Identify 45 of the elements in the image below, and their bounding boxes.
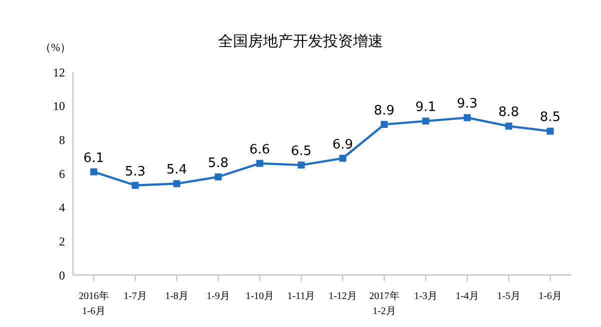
- data-label: 6.5: [290, 144, 312, 160]
- data-label: 6.9: [332, 137, 354, 152]
- data-label: 8.9: [374, 103, 395, 118]
- data-label: 5.3: [124, 164, 146, 180]
- point: [298, 162, 305, 169]
- data-label: 8.8: [498, 105, 520, 120]
- point: [90, 168, 98, 176]
- x-tick-label: 2016年 1-6月: [78, 290, 109, 317]
- x-tick-label: 1-3月: [414, 291, 438, 302]
- y-tick-label: 2: [59, 234, 65, 248]
- point: [339, 154, 346, 162]
- data-label: 6.6: [249, 142, 270, 158]
- data-label: 6.1: [83, 150, 104, 166]
- x-tick-label: 1-7月: [124, 291, 147, 302]
- data-label: 9.3: [456, 96, 478, 112]
- point: [256, 160, 264, 167]
- y-tick-label: 8: [59, 132, 65, 147]
- data-label: 5.8: [208, 156, 229, 171]
- x-tick-label: 2017年 1-2月: [369, 290, 400, 317]
- x-tick-label: 1-12月: [328, 291, 357, 302]
- y-axis-title: （%）: [40, 41, 72, 55]
- x-tick-label: 1-11月: [287, 291, 316, 302]
- point: [214, 173, 222, 180]
- y-tick-label: 10: [53, 99, 65, 114]
- data-label: 5.4: [166, 162, 188, 178]
- data-label: 9.1: [415, 100, 436, 116]
- point: [132, 182, 139, 189]
- point: [422, 118, 430, 125]
- x-tick-label: 1-4月: [456, 291, 479, 302]
- point: [505, 122, 512, 130]
- y-tick-label: 12: [53, 65, 65, 80]
- x-tick-label: 1-8月: [165, 291, 188, 302]
- point: [464, 114, 471, 122]
- x-tick-label: 1-5月: [497, 291, 520, 302]
- x-tick-label: 1-10月: [246, 291, 274, 302]
- y-tick-label: 4: [59, 200, 65, 215]
- point: [546, 128, 554, 135]
- y-tick-label: 6: [59, 166, 65, 181]
- y-tick-label: 0: [59, 268, 65, 282]
- point: [173, 180, 180, 188]
- data-label: 8.5: [540, 110, 561, 126]
- x-tick-label: 1-6月: [538, 291, 562, 302]
- point: [380, 120, 388, 128]
- chart-title: 全国房地产开发投资增速: [218, 32, 383, 50]
- x-tick-label: 1-9月: [206, 291, 230, 302]
